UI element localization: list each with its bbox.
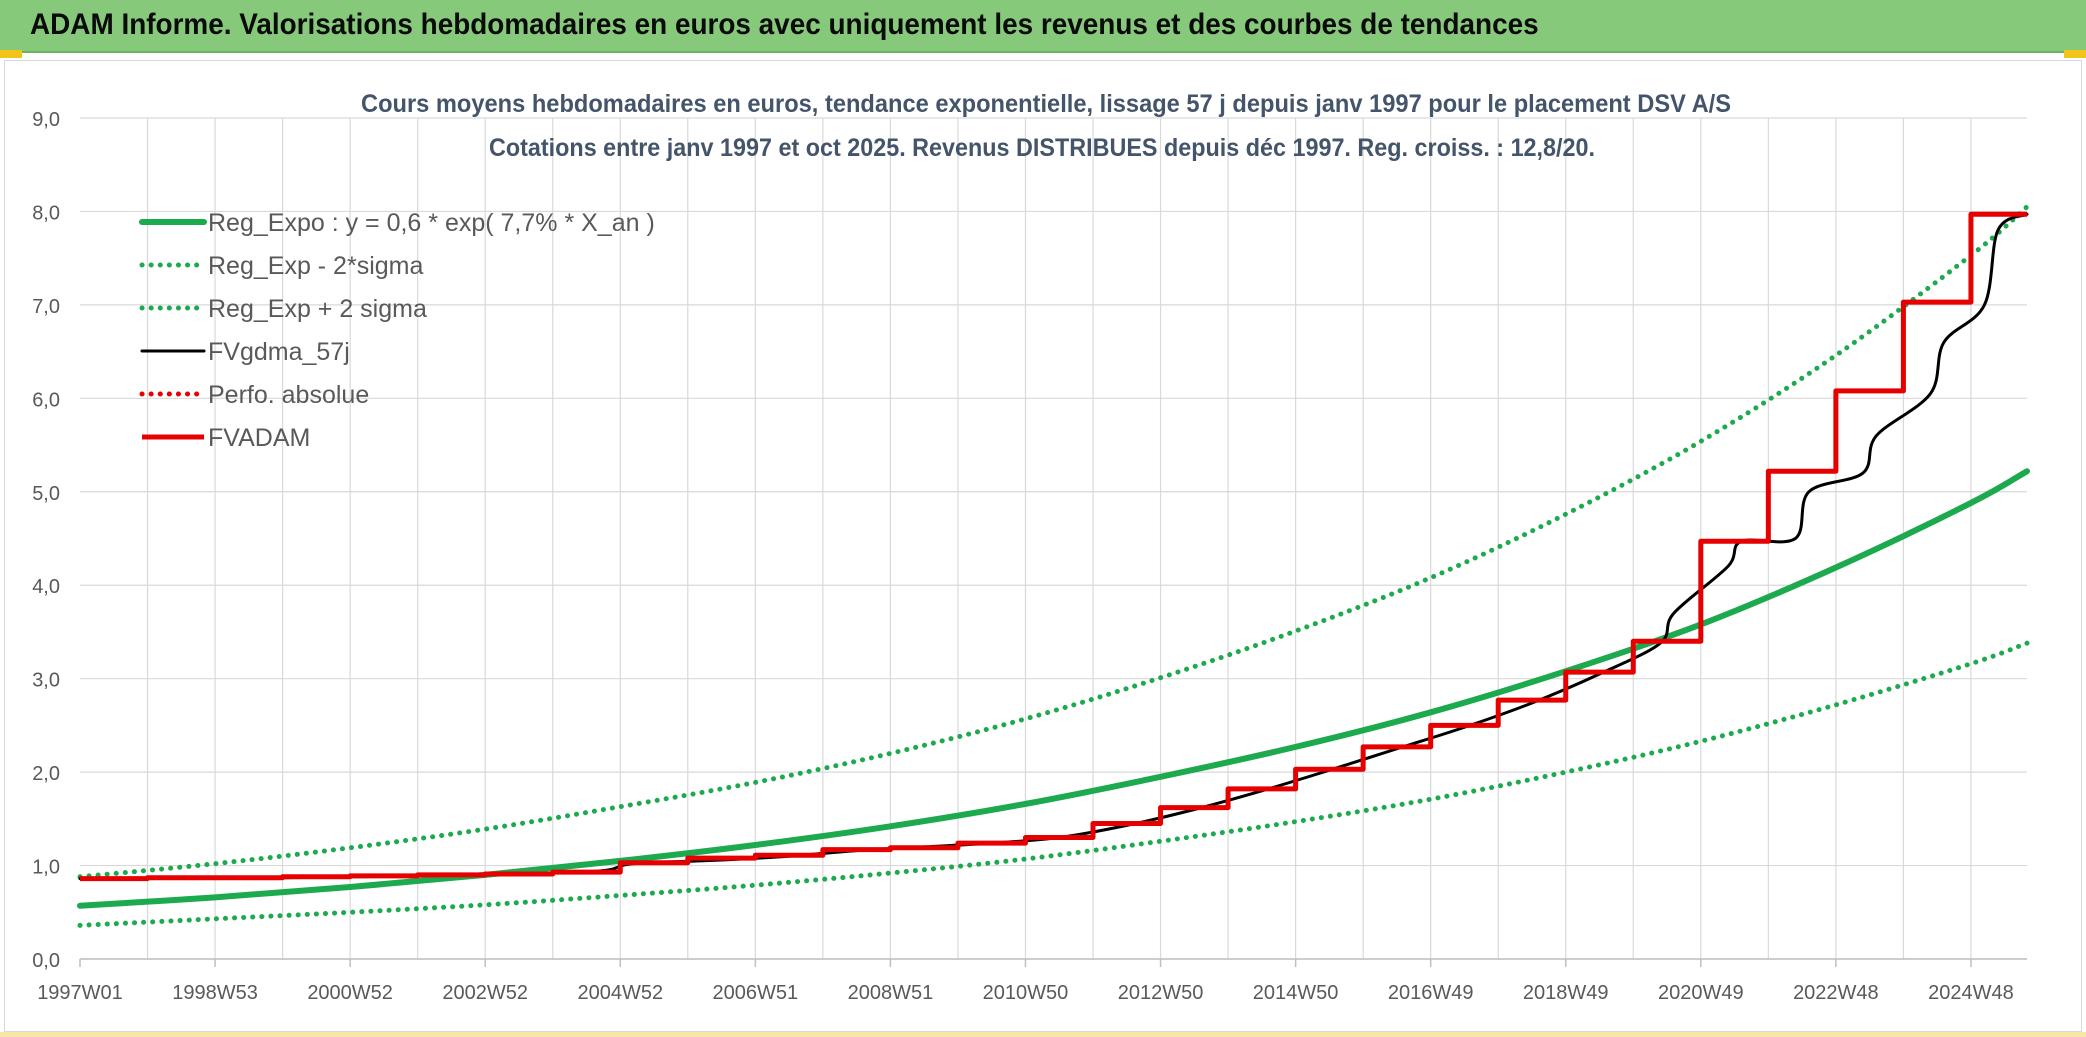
page-title: ADAM Informe. Valorisations hebdomadaire…: [30, 8, 1539, 41]
legend-label: Perfo. absolue: [208, 381, 369, 409]
series-line-reg-expo-y-0-6-exp-7-7-x-an: [77, 468, 2030, 909]
legend: Reg_Expo : y = 0,6 * exp( 7,7% * X_an ) R…: [139, 209, 655, 452]
x-tick-label: 2024W48: [1928, 982, 2014, 1004]
x-tick-label: 1997W01: [37, 982, 123, 1004]
chart-title: Cours moyens hebdomadaires en euros, ten…: [361, 90, 1731, 118]
y-tick-label: 0,0: [32, 950, 60, 972]
chart-subtitle: Cotations entre janv 1997 et oct 2025. R…: [489, 134, 1595, 162]
legend-label: FVgdma_57j: [208, 338, 350, 366]
x-tick-label: 2008W51: [848, 982, 934, 1004]
y-tick-label: 7,0: [32, 296, 60, 318]
axes: 0,0 1,0 2,0 3,0 4,0 5,0 6,0 7,0 8,0 9,0 1997W01 199…: [32, 109, 2027, 1004]
series-line-fvadam: [80, 211, 2027, 882]
x-tick-label: 2014W50: [1253, 982, 1339, 1004]
x-tick-label: 2016W49: [1388, 982, 1474, 1004]
y-tick-label: 1,0: [32, 857, 60, 879]
series-line-reg-exp-2-sigma: [77, 640, 2030, 928]
legend-label: Reg_Expo : y = 0,6 * exp( 7,7% * X_an ): [208, 209, 655, 237]
x-tick-label: 2004W52: [577, 982, 663, 1004]
y-tick-label: 8,0: [32, 202, 60, 224]
x-tick-label: 2022W48: [1793, 982, 1879, 1004]
x-tick-label: 2020W49: [1658, 982, 1744, 1004]
x-tick-label: 2000W52: [307, 982, 393, 1004]
legend-label: FVADAM: [208, 424, 310, 452]
corner-accent-left: [0, 50, 22, 58]
x-tick-label: 2002W52: [442, 982, 528, 1004]
legend-label: Reg_Exp + 2 sigma: [208, 295, 427, 323]
series-line-reg-exp-2-sigma: [77, 204, 2030, 880]
x-tick-label: 2010W50: [983, 982, 1069, 1004]
x-tick-label: 2018W49: [1523, 982, 1609, 1004]
series: [77, 204, 2030, 928]
header-bar: ADAM Informe. Valorisations hebdomadaire…: [0, 0, 2086, 53]
y-tick-label: 4,0: [32, 576, 60, 598]
x-tick-label: 2012W50: [1118, 982, 1204, 1004]
bottom-strip: [0, 1032, 2086, 1037]
y-tick-label: 6,0: [32, 389, 60, 411]
y-tick-label: 3,0: [32, 670, 60, 692]
y-tick-label: 2,0: [32, 763, 60, 785]
y-tick-label: 5,0: [32, 483, 60, 505]
grid: [80, 117, 2027, 960]
legend-label: Reg_Exp - 2*sigma: [208, 252, 423, 280]
y-tick-label: 9,0: [32, 109, 60, 131]
x-tick-label: 1998W53: [172, 982, 258, 1004]
x-tick-label: 2006W51: [713, 982, 799, 1004]
corner-accent-right: [2064, 50, 2086, 58]
